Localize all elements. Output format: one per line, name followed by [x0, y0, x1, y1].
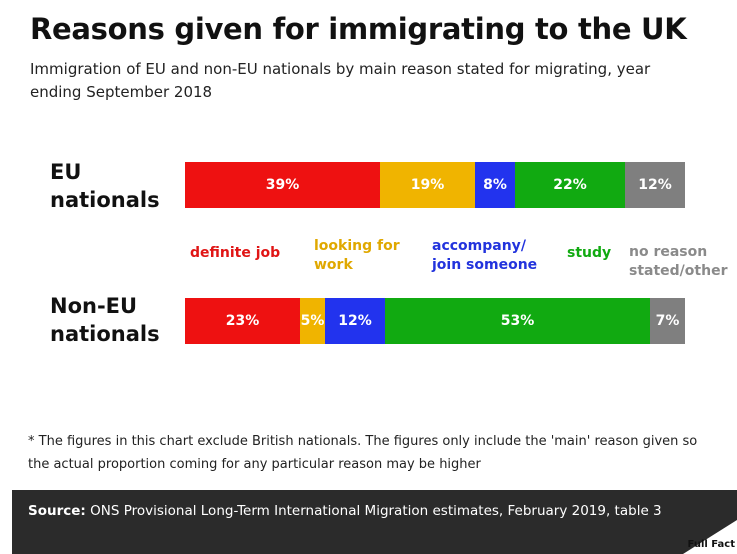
bar-segment: 23%	[185, 298, 300, 344]
bar-segment: 22%	[515, 162, 625, 208]
row-label-line: nationals	[50, 322, 160, 346]
bar-segment: 19%	[380, 162, 475, 208]
bar-segment: 7%	[650, 298, 685, 344]
chart-subtitle: Immigration of EU and non-EU nationals b…	[30, 60, 651, 101]
source-label: Source:	[28, 503, 86, 519]
row-label-0: EU nationals	[50, 158, 160, 214]
bar-1: 23% 5% 12% 53% 7%	[185, 298, 685, 344]
bar-segment: 39%	[185, 162, 380, 208]
source-footer: Source: ONS Provisional Long-Term Intern…	[12, 490, 737, 554]
legend-item: accompany/join someone	[432, 237, 537, 275]
source-detail: ONS Provisional Long-Term International …	[85, 503, 662, 519]
footnote: * The figures in this chart exclude Brit…	[28, 434, 698, 472]
legend-line: study	[567, 245, 612, 261]
legend-item: no reason stated/other	[629, 243, 727, 281]
source-text: Source: ONS Provisional Long-Term Intern…	[28, 500, 668, 523]
legend-line: no reason	[629, 244, 708, 260]
bar-segment: 5%	[300, 298, 325, 344]
row-label-line: nationals	[50, 188, 160, 212]
legend-item: definite job	[190, 244, 280, 263]
legend-line: looking for	[314, 238, 400, 254]
legend-line: stated/other	[629, 263, 728, 279]
legend-item: study	[567, 244, 611, 263]
legend-line: definite job	[190, 245, 281, 261]
row-label-line: EU	[50, 160, 82, 184]
chart-title: Reasons given for immigrating to the UK	[30, 12, 687, 46]
row-label-line: Non-EU	[50, 294, 138, 318]
bar-segment: 8%	[475, 162, 515, 208]
legend-line: join someone	[432, 257, 538, 273]
full-fact-logo	[683, 520, 737, 554]
legend-line: accompany/	[432, 238, 526, 254]
bar-segment: 53%	[385, 298, 650, 344]
full-fact-logo-text: Full Fact	[687, 539, 736, 550]
bar-segment: 12%	[625, 162, 685, 208]
legend-line: work	[314, 257, 353, 273]
bar-segment: 12%	[325, 298, 385, 344]
row-label-1: Non-EU nationals	[50, 292, 160, 348]
legend-item: looking for work	[314, 237, 400, 275]
bar-0: 39% 19% 8% 22% 12%	[185, 162, 685, 208]
